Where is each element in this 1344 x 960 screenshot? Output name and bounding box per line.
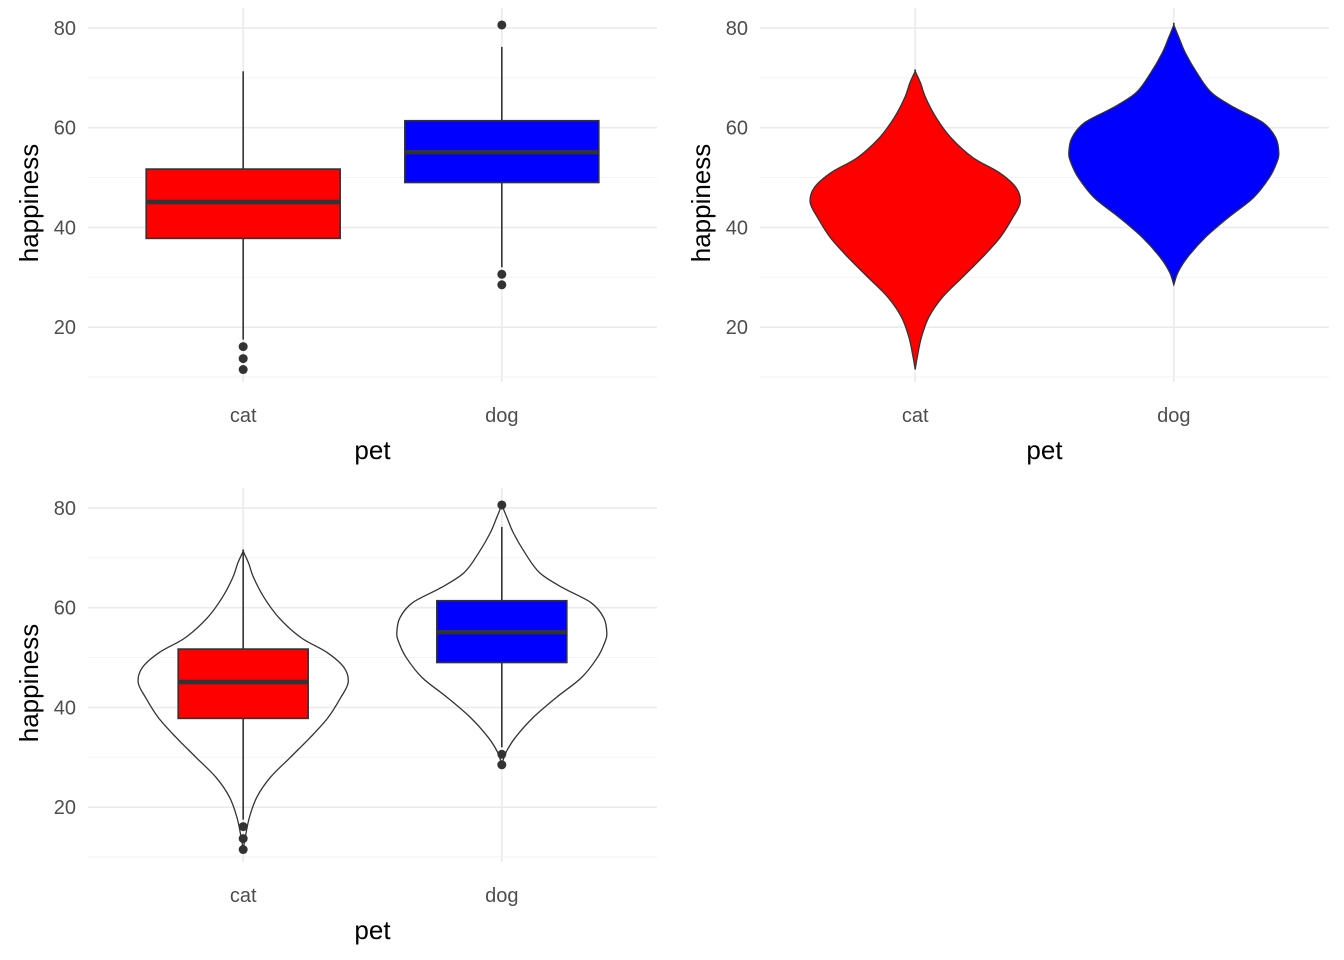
outlier-point-dog <box>497 20 507 30</box>
y-tick-label: 80 <box>54 18 76 40</box>
y-tick-label: 40 <box>54 217 76 239</box>
outlier-point-cat <box>238 822 248 832</box>
y-axis-title: happiness <box>14 144 44 263</box>
outlier-point-dog <box>497 760 507 770</box>
plot-marks <box>145 20 600 375</box>
x-tick-labels: cat dog <box>902 405 1191 427</box>
y-tick-label: 20 <box>726 317 748 339</box>
violin-box-panel: 20 40 60 80 cat dog pet happiness <box>14 488 657 945</box>
gridlines <box>88 488 657 862</box>
y-tick-labels: 20 40 60 80 <box>54 498 76 819</box>
y-tick-labels: 20 40 60 80 <box>726 18 748 339</box>
outlier-point-cat <box>238 365 248 375</box>
violin-dog <box>1068 22 1280 287</box>
y-tick-label: 60 <box>54 118 76 140</box>
y-tick-label: 40 <box>726 217 748 239</box>
outlier-point-cat <box>238 354 248 364</box>
y-tick-label: 20 <box>54 797 76 819</box>
y-tick-label: 80 <box>726 18 748 40</box>
y-tick-label: 60 <box>726 118 748 140</box>
violin-cat <box>137 549 349 850</box>
x-axis-title: pet <box>354 915 391 945</box>
outlier-point-cat <box>238 834 248 844</box>
plot-marks <box>809 22 1280 370</box>
x-tick-labels: cat dog <box>230 885 519 907</box>
x-tick-label: dog <box>1157 405 1190 427</box>
x-tick-label: dog <box>485 885 518 907</box>
y-tick-labels: 20 40 60 80 <box>54 18 76 339</box>
plot-marks <box>137 500 608 855</box>
y-tick-label: 60 <box>54 598 76 620</box>
y-axis-title: happiness <box>14 624 44 743</box>
outlier-point-cat <box>238 342 248 352</box>
outlier-point-dog <box>497 269 507 279</box>
x-tick-label: cat <box>902 405 929 427</box>
outlier-point-dog <box>497 500 507 510</box>
x-tick-label: dog <box>485 405 518 427</box>
y-tick-label: 80 <box>54 498 76 520</box>
violin-panel: 20 40 60 80 cat dog pet happiness <box>686 8 1329 465</box>
x-tick-labels: cat dog <box>230 405 519 427</box>
y-tick-label: 20 <box>54 317 76 339</box>
outlier-point-dog <box>497 749 507 759</box>
boxplot-panel: 20 40 60 80 cat dog pet happiness <box>14 8 657 465</box>
outlier-point-dog <box>497 280 507 290</box>
violin-cat <box>809 69 1021 370</box>
x-tick-label: cat <box>230 405 257 427</box>
x-axis-title: pet <box>1026 435 1063 465</box>
outlier-point-cat <box>238 845 248 855</box>
y-tick-label: 40 <box>54 697 76 719</box>
y-axis-title: happiness <box>686 144 716 263</box>
x-axis-title: pet <box>354 435 391 465</box>
x-tick-label: cat <box>230 885 257 907</box>
